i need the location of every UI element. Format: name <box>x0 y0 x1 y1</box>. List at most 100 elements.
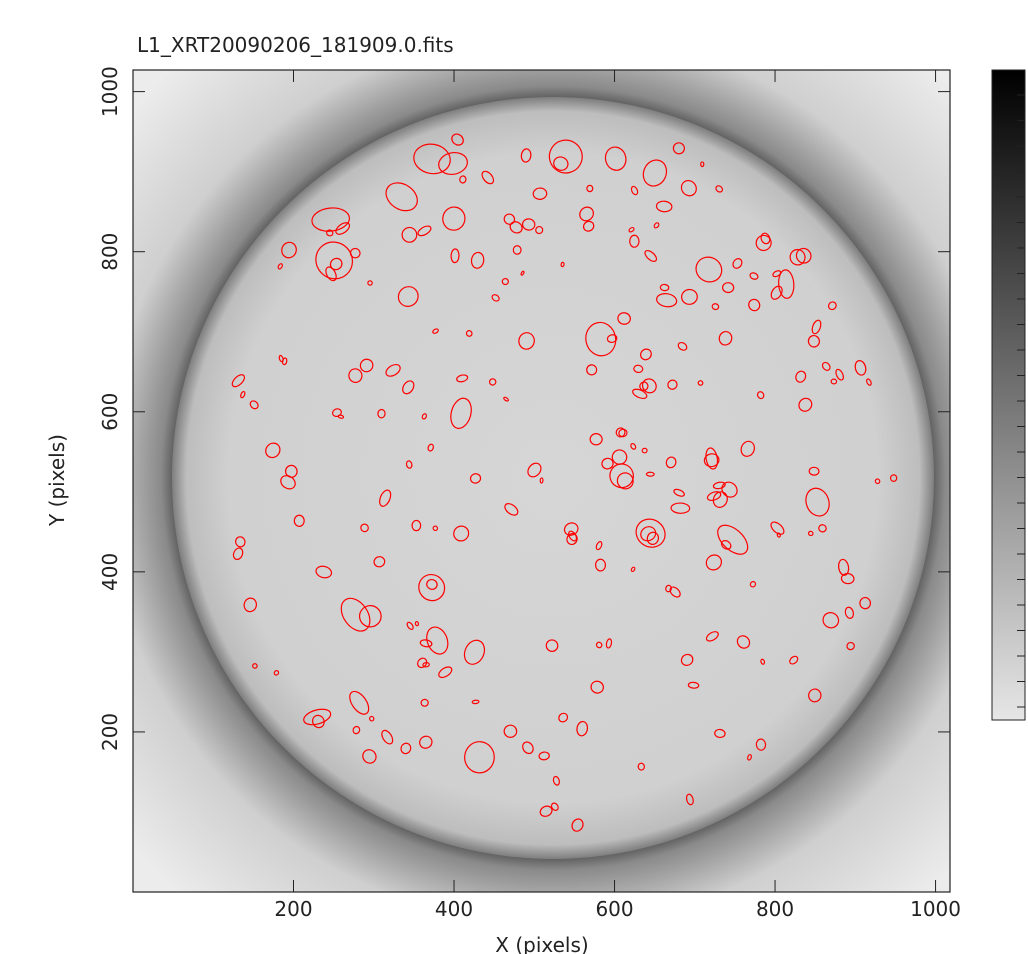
y-tick-label: 600 <box>98 393 122 431</box>
region <box>641 447 648 454</box>
region <box>822 612 840 629</box>
region <box>665 456 677 469</box>
region <box>659 283 670 292</box>
region <box>840 572 855 585</box>
region <box>243 597 258 613</box>
region <box>720 539 732 550</box>
region <box>854 360 867 376</box>
region <box>827 301 837 311</box>
region <box>673 488 685 497</box>
region <box>756 391 765 400</box>
region <box>325 229 334 237</box>
region <box>397 286 419 307</box>
region <box>278 354 284 363</box>
region <box>818 524 827 533</box>
region <box>642 159 668 187</box>
x-axis-label: X (pixels) <box>495 933 588 954</box>
region <box>798 397 813 412</box>
y-axis-label: Y (pixels) <box>45 434 69 527</box>
region <box>504 503 519 516</box>
region <box>747 754 752 761</box>
region <box>632 388 648 400</box>
region <box>421 413 427 420</box>
region <box>249 400 259 410</box>
x-tick-label: 800 <box>756 897 794 921</box>
region <box>451 133 464 146</box>
region <box>400 742 412 755</box>
region <box>352 725 361 735</box>
region <box>807 334 820 348</box>
region <box>503 724 518 738</box>
region <box>469 473 482 484</box>
region <box>586 184 594 193</box>
region <box>459 175 467 184</box>
region <box>539 805 553 817</box>
region <box>755 738 767 751</box>
region <box>512 245 522 255</box>
region <box>442 206 466 231</box>
x-tick-label: 1000 <box>910 897 961 921</box>
region <box>402 380 415 395</box>
region <box>760 232 771 245</box>
region <box>293 514 305 527</box>
chart-title: L1_XRT20090206_181909.0.fits <box>137 33 454 57</box>
region <box>231 374 246 388</box>
region <box>362 749 377 764</box>
region <box>589 433 603 446</box>
region <box>639 381 649 391</box>
region <box>277 263 283 270</box>
region <box>807 530 814 537</box>
region <box>252 663 258 669</box>
region <box>617 312 631 325</box>
region <box>405 460 413 469</box>
region <box>385 182 418 212</box>
region <box>379 489 392 507</box>
region <box>721 282 735 294</box>
region <box>712 491 728 508</box>
region <box>401 226 418 243</box>
region <box>835 368 844 381</box>
region <box>566 533 578 546</box>
region <box>420 698 429 707</box>
region <box>687 681 700 689</box>
region <box>426 626 449 655</box>
region <box>712 481 726 490</box>
region <box>563 522 579 536</box>
region <box>772 270 782 278</box>
region <box>838 558 850 576</box>
region <box>369 715 375 722</box>
region <box>808 688 822 703</box>
region <box>644 249 658 262</box>
region <box>670 502 691 514</box>
region <box>265 442 281 459</box>
region <box>520 270 525 276</box>
region <box>697 380 704 386</box>
region <box>360 523 369 533</box>
region <box>859 596 872 610</box>
region <box>450 397 472 429</box>
region <box>550 802 559 811</box>
region <box>653 222 660 229</box>
region <box>411 519 422 532</box>
region <box>669 586 681 598</box>
region <box>821 361 831 371</box>
region <box>488 378 497 386</box>
region <box>406 621 414 630</box>
region <box>552 775 560 786</box>
region <box>667 379 678 390</box>
region <box>830 378 838 385</box>
region <box>721 481 738 498</box>
region <box>630 442 637 450</box>
region <box>503 396 509 402</box>
region <box>315 241 354 280</box>
region <box>422 661 430 668</box>
y-tick-label: 200 <box>98 713 122 751</box>
region <box>340 597 371 632</box>
region <box>325 266 337 282</box>
solar-disk <box>172 97 934 859</box>
region <box>594 558 607 572</box>
region <box>732 258 743 269</box>
region <box>240 390 246 399</box>
region <box>571 818 584 832</box>
region <box>595 541 603 551</box>
